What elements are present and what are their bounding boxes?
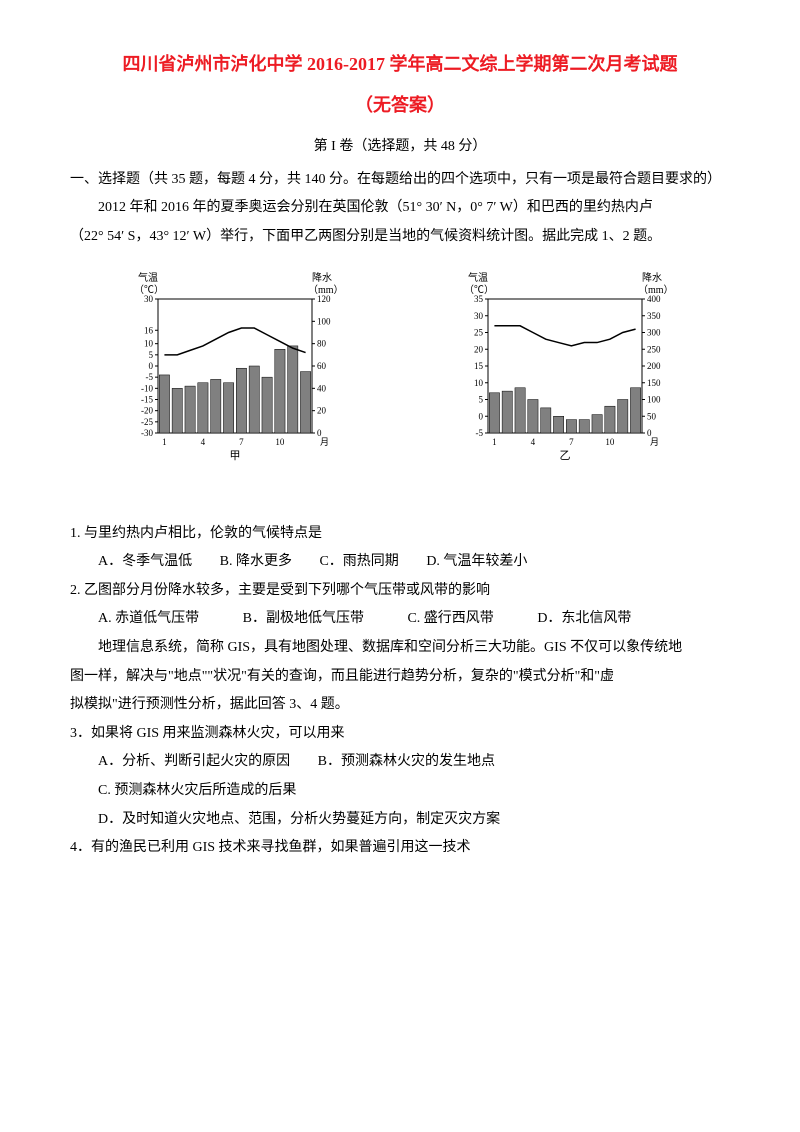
svg-text:200: 200 — [647, 361, 661, 371]
svg-text:40: 40 — [317, 383, 327, 393]
svg-text:10: 10 — [605, 437, 615, 447]
svg-text:10: 10 — [474, 377, 484, 387]
svg-text:25: 25 — [474, 327, 484, 337]
q2-option-c: C. 盛行西风带 — [407, 606, 493, 633]
question-3: 3．如果将 GIS 用来监测森林火灾，可以用来 — [70, 721, 730, 748]
svg-text:甲: 甲 — [230, 450, 241, 461]
question-3-options: A．分析、判断引起火灾的原因 B．预测森林火灾的发生地点 — [70, 749, 730, 776]
svg-text:-25: -25 — [141, 416, 153, 426]
passage2-line3: 拟模拟"进行预测性分析，据此回答 3、4 题。 — [70, 692, 730, 719]
svg-text:-5: -5 — [146, 372, 154, 382]
svg-text:5: 5 — [479, 394, 484, 404]
svg-text:16: 16 — [144, 325, 154, 335]
svg-text:350: 350 — [647, 310, 661, 320]
svg-text:气温: 气温 — [138, 271, 158, 284]
svg-text:（℃）: （℃） — [464, 284, 494, 296]
svg-text:20: 20 — [474, 344, 484, 354]
q3-option-a: A．分析、判断引起火灾的原因 — [98, 749, 290, 776]
svg-text:（mm）: （mm） — [638, 284, 674, 296]
svg-text:30: 30 — [474, 310, 484, 320]
passage2-line2: 图一样，解决与"地点""状况"有关的查询，而且能进行趋势分析，复杂的"模式分析"… — [70, 664, 730, 691]
section-header: 第 I 卷（选择题，共 48 分） — [70, 135, 730, 155]
svg-text:10: 10 — [144, 338, 154, 348]
svg-text:4: 4 — [201, 437, 206, 447]
svg-text:20: 20 — [317, 405, 327, 415]
passage1-line1: 2012 年和 2016 年的夏季奥运会分别在英国伦敦（51° 30′ N，0°… — [70, 195, 730, 222]
svg-text:（℃）: （℃） — [134, 284, 164, 296]
svg-text:100: 100 — [647, 394, 661, 404]
svg-text:-5: -5 — [476, 428, 484, 438]
charts-container: -30-25-20-15-10-505101630020406080100120… — [70, 271, 730, 461]
question-3-options-d: D．及时知道火灾地点、范围，分析火势蔓延方向，制定灭灾方案 — [70, 807, 730, 834]
svg-text:60: 60 — [317, 361, 327, 371]
question-4: 4．有的渔民已利用 GIS 技术来寻找鱼群，如果普遍引用这一技术 — [70, 835, 730, 862]
svg-text:气温: 气温 — [468, 271, 488, 284]
q2-option-b: B．副极地低气压带 — [243, 606, 364, 633]
svg-text:-20: -20 — [141, 405, 153, 415]
passage2-line1: 地理信息系统，简称 GIS，具有地图处理、数据库和空间分析三大功能。GIS 不仅… — [70, 635, 730, 662]
svg-text:-30: -30 — [141, 428, 153, 438]
svg-text:10: 10 — [275, 437, 285, 447]
q3-option-d: D．及时知道火灾地点、范围，分析火势蔓延方向，制定灭灾方案 — [98, 807, 500, 834]
svg-text:乙: 乙 — [560, 449, 571, 461]
question-2-options: A. 赤道低气压带 B．副极地低气压带 C. 盛行西风带 D．东北信风带 — [70, 606, 730, 633]
svg-text:降水: 降水 — [642, 271, 662, 284]
svg-text:月: 月 — [650, 437, 659, 447]
svg-text:100: 100 — [317, 316, 331, 326]
intro-heading: 一、选择题（共 35 题，每题 4 分，共 140 分。在每题给出的四个选项中，… — [70, 167, 730, 194]
svg-text:0: 0 — [479, 411, 484, 421]
svg-text:5: 5 — [149, 349, 154, 359]
svg-text:150: 150 — [647, 377, 661, 387]
svg-text:15: 15 — [474, 361, 484, 371]
q2-option-a: A. 赤道低气压带 — [98, 606, 199, 633]
svg-text:7: 7 — [569, 437, 574, 447]
svg-text:-15: -15 — [141, 394, 153, 404]
svg-text:月: 月 — [320, 437, 329, 447]
svg-text:50: 50 — [647, 411, 657, 421]
svg-text:（mm）: （mm） — [308, 284, 344, 296]
q3-option-b: B．预测森林火灾的发生地点 — [318, 749, 495, 776]
passage1-line2: （22° 54′ S，43° 12′ W）举行，下面甲乙两图分别是当地的气候资料… — [70, 224, 730, 251]
svg-text:-10: -10 — [141, 383, 153, 393]
q1-option-c: C．雨热同期 — [319, 549, 398, 576]
q3-option-c: C. 预测森林火灾后所造成的后果 — [98, 778, 296, 805]
exam-subtitle: （无答案） — [70, 91, 730, 117]
svg-text:0: 0 — [149, 361, 154, 371]
svg-text:80: 80 — [317, 338, 327, 348]
svg-text:4: 4 — [531, 437, 536, 447]
question-3-options-c: C. 预测森林火灾后所造成的后果 — [70, 778, 730, 805]
svg-text:1: 1 — [162, 437, 167, 447]
svg-text:7: 7 — [239, 437, 244, 447]
q1-option-d: D. 气温年较差小 — [426, 549, 527, 576]
question-2: 2. 乙图部分月份降水较多，主要是受到下列哪个气压带或风带的影响 — [70, 578, 730, 605]
chart-2: -505101520253035050100150200250300350400… — [450, 271, 680, 461]
question-1: 1. 与里约热内卢相比，伦敦的气候特点是 — [70, 521, 730, 548]
question-1-options: A．冬季气温低 B. 降水更多 C．雨热同期 D. 气温年较差小 — [70, 549, 730, 576]
svg-text:降水: 降水 — [312, 271, 332, 284]
q1-option-b: B. 降水更多 — [220, 549, 292, 576]
chart-1: -30-25-20-15-10-505101630020406080100120… — [120, 271, 350, 461]
svg-text:300: 300 — [647, 327, 661, 337]
q1-option-a: A．冬季气温低 — [98, 549, 192, 576]
q2-option-d: D．东北信风带 — [537, 606, 631, 633]
exam-title: 四川省泸州市泸化中学 2016-2017 学年高二文综上学期第二次月考试题 — [70, 50, 730, 79]
svg-text:1: 1 — [492, 437, 497, 447]
svg-text:250: 250 — [647, 344, 661, 354]
